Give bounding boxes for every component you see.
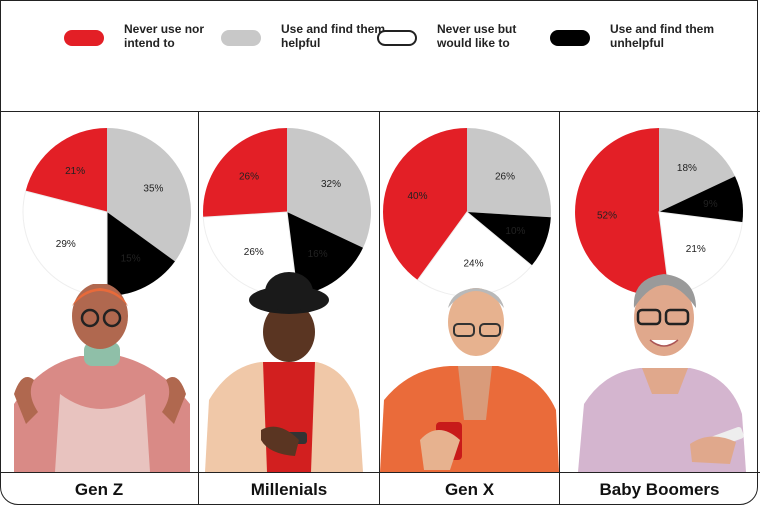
pie-slice <box>659 128 736 212</box>
pie-data-label: 18% <box>677 163 697 174</box>
legend-swatch-unhelpful <box>550 30 590 46</box>
pie-chart: 52% 18% 9% 21% <box>575 128 744 296</box>
legend-swatch-would-like <box>377 30 417 46</box>
pie-data-label: 29% <box>56 239 76 250</box>
pie-slice <box>107 128 191 262</box>
column-divider <box>559 112 560 505</box>
pie-slice <box>383 128 467 280</box>
pie-data-label: 21% <box>65 166 85 177</box>
pie-data-label: 16% <box>308 249 328 260</box>
footer-divider <box>0 472 760 473</box>
pie-slice <box>467 128 551 218</box>
legend-label-unhelpful: Use and find them unhelpful <box>610 22 715 50</box>
person-gen-z-photo <box>14 284 190 472</box>
legend-label-helpful: Use and find them helpful <box>281 22 386 50</box>
pie-data-label: 26% <box>495 171 515 182</box>
gen-label-gen-x: Gen X <box>444 480 495 499</box>
pie-slice <box>287 212 364 296</box>
pie-data-label: 24% <box>463 259 483 270</box>
pie-data-label: 9% <box>703 199 718 210</box>
pie-data-label: 10% <box>505 226 525 237</box>
pie-slice <box>575 128 670 296</box>
pie-data-label: 35% <box>143 183 163 194</box>
panel-millenials: 26% 32% 16% 26% <box>199 112 379 472</box>
pie-slice <box>659 176 744 223</box>
legend-item-helpful: Use and find them helpful <box>221 22 386 50</box>
pie-chart: 21% 35% 15% 29% <box>22 128 191 297</box>
pie-data-label: 21% <box>686 244 706 255</box>
panel-baby-boomers: 52% 18% 9% 21% <box>560 112 759 472</box>
legend-swatch-helpful <box>221 30 261 46</box>
pie-data-label: 52% <box>597 210 617 221</box>
legend-item-would-like: Never use but would like to <box>377 22 542 50</box>
pie-data-label: 26% <box>244 247 264 258</box>
panel-gen-x: 40% 26% 10% 24% <box>380 112 559 472</box>
legend-label-never-use: Never use nor intend to <box>124 22 205 50</box>
legend-label-would-like: Never use but would like to <box>437 22 517 50</box>
person-millenial-photo <box>205 272 363 472</box>
panel-gen-z: 21% 35% 15% 29% <box>0 112 198 472</box>
pie-slice <box>203 128 287 218</box>
gen-label-millenials: Millenials <box>250 480 328 499</box>
gen-label-gen-z: Gen Z <box>74 480 124 499</box>
legend-item-never-use: Never use nor intend to <box>64 22 229 50</box>
person-boomer-photo <box>578 274 746 472</box>
pie-slice <box>287 128 372 248</box>
pie-data-label: 15% <box>121 253 141 264</box>
legend: Never use nor intend to Use and find the… <box>0 0 760 112</box>
pie-chart: 40% 26% 10% 24% <box>383 128 551 297</box>
pie-data-label: 40% <box>407 191 427 202</box>
pie-slice <box>25 128 107 212</box>
person-gen-x-photo <box>380 288 559 472</box>
pie-data-label: 26% <box>239 171 259 182</box>
column-divider <box>379 112 380 505</box>
pie-data-label: 32% <box>321 179 341 190</box>
pie-chart: 26% 32% 16% 26% <box>202 128 372 297</box>
pie-slice <box>107 212 175 296</box>
gen-label-baby-boomers: Baby Boomers <box>599 480 720 499</box>
column-divider <box>198 112 199 505</box>
legend-item-unhelpful: Use and find them unhelpful <box>550 22 715 50</box>
pie-slice <box>467 212 551 266</box>
legend-swatch-never-use <box>64 30 104 46</box>
legend-divider <box>0 111 760 112</box>
